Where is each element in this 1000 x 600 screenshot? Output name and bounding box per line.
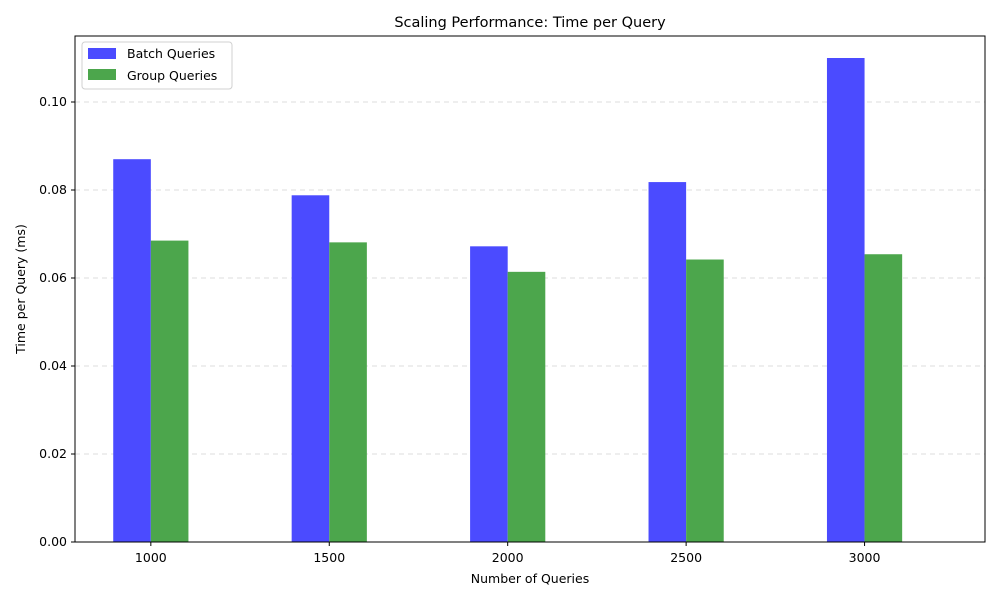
y-tick-label: 0.06 [39, 270, 67, 285]
y-axis-label: Time per Query (ms) [13, 224, 28, 355]
chart-title: Scaling Performance: Time per Query [394, 15, 666, 31]
y-tick-label: 0.10 [39, 94, 67, 109]
legend-swatch-group-queries [88, 69, 116, 80]
bar-batch-queries [113, 159, 151, 542]
y-tick-label: 0.02 [39, 446, 67, 461]
bars-layer [113, 58, 903, 543]
bar-batch-queries [291, 195, 330, 542]
bar-batch-queries [470, 246, 508, 542]
legend-label-batch-queries: Batch Queries [127, 46, 215, 61]
legend-label-group-queries: Group Queries [127, 68, 217, 83]
legend-swatch-batch-queries [88, 48, 116, 59]
bar-batch-queries [648, 182, 687, 542]
x-axis: 1000 1500 2000 2500 3000 [135, 542, 881, 565]
x-tick-label: 2500 [670, 550, 702, 565]
y-tick-label: 0.08 [39, 182, 67, 197]
bar-group-queries [150, 240, 189, 542]
x-tick-label: 1000 [135, 550, 167, 565]
y-tick-label: 0.00 [39, 534, 67, 549]
bar-batch-queries [826, 58, 865, 542]
legend: Batch Queries Group Queries [81, 41, 233, 90]
y-axis: 0.00 0.02 0.04 0.06 0.08 0.10 [39, 94, 75, 549]
x-tick-label: 2000 [492, 550, 524, 565]
x-tick-label: 3000 [849, 550, 881, 565]
bar-group-queries [864, 254, 903, 543]
bar-group-queries [507, 271, 546, 542]
y-tick-label: 0.04 [39, 358, 67, 373]
legend-box [81, 41, 233, 90]
bar-group-queries [329, 242, 367, 543]
bar-group-queries [686, 259, 724, 542]
plot-frame [74, 35, 986, 543]
x-axis-label: Number of Queries [471, 571, 589, 586]
x-tick-label: 1500 [313, 550, 345, 565]
